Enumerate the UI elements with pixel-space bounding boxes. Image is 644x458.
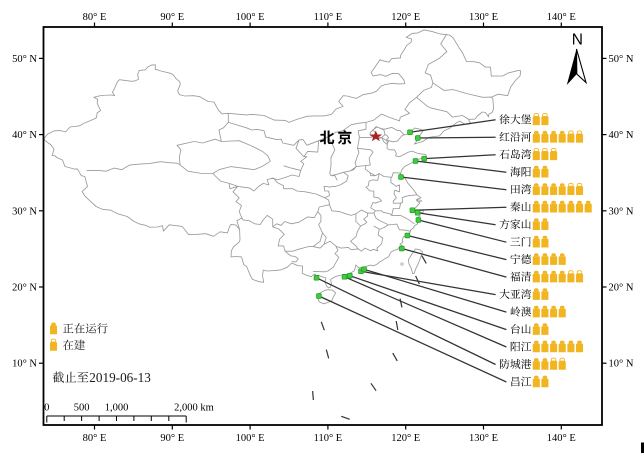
- svg-text:10° N: 10° N: [12, 359, 37, 370]
- svg-text:500: 500: [74, 403, 90, 414]
- svg-text:110° E: 110° E: [314, 12, 343, 23]
- svg-text:120° E: 120° E: [391, 12, 420, 23]
- svg-text:80° E: 80° E: [83, 12, 107, 23]
- svg-text:140° E: 140° E: [547, 12, 576, 23]
- svg-text:110° E: 110° E: [314, 433, 343, 444]
- svg-text:40° N: 40° N: [609, 130, 634, 141]
- svg-text:20° N: 20° N: [609, 283, 634, 294]
- svg-text:130° E: 130° E: [469, 433, 498, 444]
- svg-text:30° N: 30° N: [12, 206, 37, 217]
- svg-text:100° E: 100° E: [236, 433, 265, 444]
- svg-text:90° E: 90° E: [160, 12, 184, 23]
- svg-text:40° N: 40° N: [12, 130, 37, 141]
- svg-text:120° E: 120° E: [391, 433, 420, 444]
- svg-text:80° E: 80° E: [83, 433, 107, 444]
- svg-text:50° N: 50° N: [609, 54, 634, 65]
- svg-text:2,000 km: 2,000 km: [174, 403, 214, 414]
- svg-text:20° N: 20° N: [12, 283, 37, 294]
- svg-text:2019-06-13: 2019-06-13: [89, 370, 151, 385]
- svg-text:100° E: 100° E: [236, 12, 265, 23]
- svg-text:90° E: 90° E: [160, 433, 184, 444]
- svg-text:130° E: 130° E: [469, 12, 498, 23]
- svg-text:N: N: [572, 32, 583, 49]
- svg-text:140° E: 140° E: [547, 433, 576, 444]
- svg-text:1,000: 1,000: [105, 403, 129, 414]
- svg-text:50° N: 50° N: [12, 54, 37, 65]
- svg-text:0: 0: [44, 403, 49, 414]
- svg-text:30° N: 30° N: [609, 206, 634, 217]
- svg-text:10° N: 10° N: [609, 359, 634, 370]
